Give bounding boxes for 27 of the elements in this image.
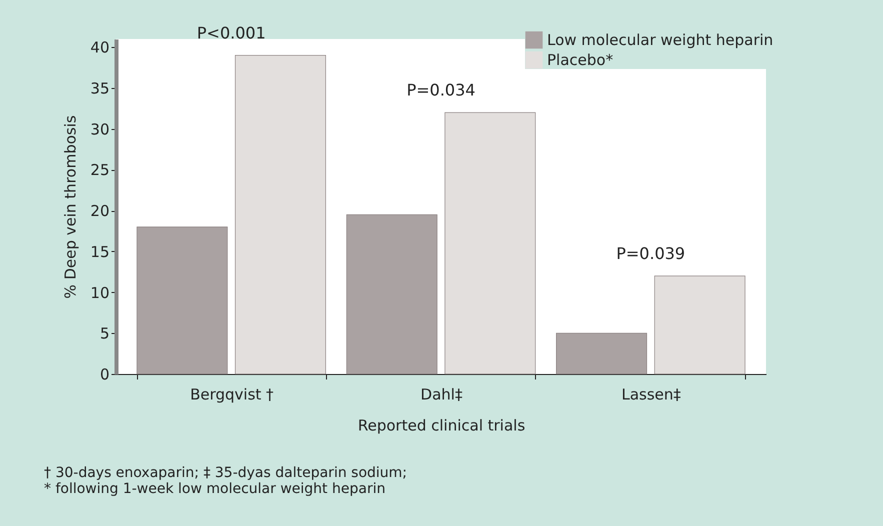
annotation: P=0.039 bbox=[616, 244, 686, 263]
y-tick-label: 15 bbox=[90, 242, 110, 261]
bar bbox=[234, 55, 326, 374]
y-tick-label: 20 bbox=[90, 202, 110, 220]
y-tick-label: 10 bbox=[90, 284, 110, 302]
y-tick-label: 5 bbox=[100, 324, 110, 343]
x-tick-label: Lassen‡ bbox=[621, 386, 682, 404]
bar bbox=[654, 276, 746, 374]
bar bbox=[444, 112, 536, 374]
bar bbox=[346, 214, 438, 374]
y-tick-label: 25 bbox=[90, 161, 110, 180]
y-tick-label: 35 bbox=[90, 80, 110, 98]
text: * following 1-week low molecular weight heparin bbox=[44, 481, 386, 497]
y-tick-label: 40 bbox=[90, 38, 110, 57]
bar bbox=[556, 332, 648, 374]
x-tick-label: Dahl‡ bbox=[420, 386, 463, 404]
text: † 30-days enoxaparin; ‡ 35-dyas dalteparin sodium; bbox=[44, 465, 408, 481]
bar bbox=[136, 226, 228, 374]
annotation: P<0.001 bbox=[196, 23, 266, 42]
y-axis-title: % Deep vein thrombosis bbox=[61, 115, 80, 299]
y-tick-label: 30 bbox=[90, 120, 110, 138]
x-tick-label: Bergqvist † bbox=[190, 386, 274, 404]
y-tick-label: 0 bbox=[100, 366, 110, 384]
legend-label: Low molecular weight heparin bbox=[547, 31, 774, 49]
x-axis-title: Reported clinical trials bbox=[358, 416, 526, 434]
annotation: P=0.034 bbox=[406, 80, 476, 100]
legend-label: Placebo* bbox=[547, 51, 614, 69]
